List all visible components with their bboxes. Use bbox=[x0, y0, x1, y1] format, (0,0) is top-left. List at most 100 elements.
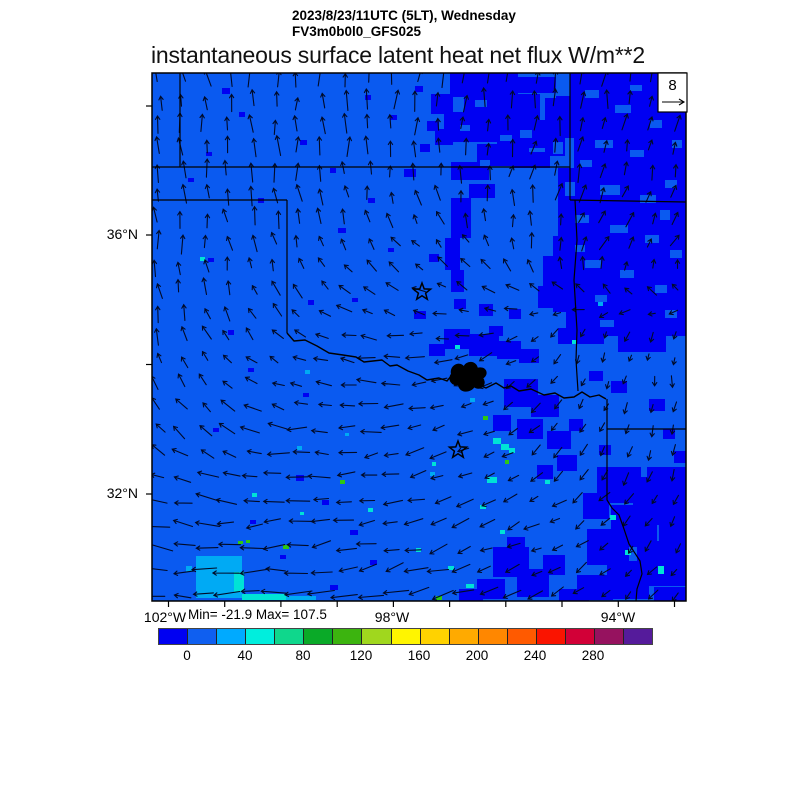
wind-arrow bbox=[558, 212, 564, 226]
wind-arrow bbox=[530, 336, 539, 342]
wind-arrow bbox=[671, 401, 678, 413]
colorbar-cell bbox=[275, 629, 305, 644]
colorbar-tick-label: 160 bbox=[407, 648, 431, 663]
wind-arrow bbox=[480, 258, 491, 270]
wind-arrow bbox=[527, 590, 544, 600]
wind-arrow bbox=[336, 471, 356, 478]
flux-light-patch bbox=[345, 433, 349, 436]
wind-arrow bbox=[602, 283, 611, 294]
wind-arrow bbox=[523, 523, 540, 531]
wind-arrow bbox=[553, 354, 562, 365]
wind-arrow bbox=[203, 259, 210, 273]
wind-arrow bbox=[463, 137, 469, 156]
wind-arrow bbox=[671, 211, 679, 226]
wind-arrow bbox=[204, 139, 210, 154]
wind-arrow bbox=[502, 493, 518, 503]
wind-arrow bbox=[650, 258, 657, 269]
flux-negative-patch bbox=[239, 112, 245, 117]
wind-arrow bbox=[438, 162, 444, 176]
colorbar-tick-label: 120 bbox=[349, 648, 373, 663]
wind-arrow bbox=[387, 140, 394, 158]
flux-negative-patch bbox=[404, 169, 416, 177]
wind-arrow bbox=[623, 331, 631, 343]
wind-arrow bbox=[505, 73, 509, 82]
flux-cyan-patch bbox=[466, 584, 474, 588]
flux-light-patch bbox=[598, 302, 603, 306]
wind-arrow bbox=[358, 498, 376, 504]
flux-negative-patch bbox=[370, 560, 377, 565]
wind-arrow bbox=[530, 402, 541, 414]
wind-arrow bbox=[224, 135, 231, 154]
wind-arrow bbox=[429, 451, 447, 460]
wind-arrow bbox=[338, 424, 356, 431]
colorbar-tick-label: 280 bbox=[581, 648, 605, 663]
wind-arrow bbox=[408, 586, 430, 596]
flux-cyan-patch bbox=[234, 572, 244, 592]
flux-negative-patch bbox=[330, 585, 338, 590]
flux-negative-patch bbox=[280, 555, 286, 559]
wind-arrow bbox=[262, 498, 285, 505]
wind-arrow bbox=[509, 138, 516, 158]
wind-arrow bbox=[275, 210, 282, 230]
wind-arrow bbox=[433, 184, 441, 201]
wind-arrow bbox=[321, 280, 329, 290]
wind-arrow bbox=[201, 350, 209, 361]
wind-arrow bbox=[307, 473, 331, 479]
wind-arrow bbox=[530, 140, 538, 155]
wind-arrow bbox=[289, 381, 303, 387]
wind-arrow bbox=[503, 401, 513, 411]
wind-arrow bbox=[293, 329, 307, 338]
flux-negative-patch bbox=[300, 140, 307, 145]
wind-arrow bbox=[155, 423, 166, 433]
wind-arrow bbox=[152, 568, 168, 572]
wind-arrow bbox=[295, 162, 301, 181]
flux-negative-patch bbox=[322, 500, 329, 505]
wind-arrow bbox=[531, 570, 543, 577]
state-border bbox=[573, 199, 579, 392]
wind-arrow bbox=[248, 162, 254, 183]
flux-negative-patch bbox=[517, 419, 543, 439]
flux-negative-patch bbox=[296, 475, 304, 481]
flux-base-mottle bbox=[630, 150, 644, 157]
wind-arrow bbox=[366, 259, 377, 272]
wind-arrow bbox=[510, 213, 516, 228]
wind-arrow bbox=[509, 188, 516, 206]
wind-arrow bbox=[286, 542, 309, 548]
wind-arrow bbox=[383, 452, 399, 458]
wind-arrow bbox=[484, 472, 495, 480]
wind-arrow bbox=[297, 257, 305, 269]
flux-negative-patch bbox=[350, 530, 358, 535]
wind-arrow bbox=[383, 547, 400, 554]
flux-negative-patch bbox=[654, 587, 686, 601]
wind-arrow bbox=[599, 446, 606, 457]
wind-arrow bbox=[204, 307, 211, 320]
wind-arrow bbox=[152, 397, 160, 410]
wind-arrow bbox=[263, 518, 281, 524]
wind-arrow bbox=[286, 426, 308, 433]
wind-arrow bbox=[403, 567, 429, 574]
wind-arrow bbox=[550, 375, 558, 385]
wind-arrow bbox=[270, 231, 278, 245]
wind-arrow bbox=[180, 356, 189, 369]
wind-arrow bbox=[272, 302, 283, 317]
flux-negative-patch bbox=[583, 493, 609, 519]
flux-cyan-patch bbox=[368, 508, 373, 512]
wind-arrow bbox=[528, 425, 541, 434]
wind-arrow bbox=[506, 542, 521, 549]
wind-arrow bbox=[644, 517, 653, 527]
wind-arrow bbox=[178, 93, 184, 107]
wind-arrow bbox=[156, 352, 163, 364]
wind-arrow bbox=[603, 139, 609, 153]
flux-negative-patch bbox=[543, 555, 565, 575]
wind-arrow bbox=[575, 520, 585, 530]
wind-arrow bbox=[434, 496, 452, 505]
flux-negative-patch bbox=[559, 589, 589, 601]
flux-cyan-patch bbox=[493, 438, 501, 444]
wind-arrow bbox=[485, 118, 492, 132]
flux-green-speck bbox=[436, 596, 442, 600]
flux-base-mottle bbox=[665, 180, 677, 188]
flux-negative-patch bbox=[222, 88, 230, 94]
wind-arrow bbox=[622, 402, 628, 415]
state-border bbox=[606, 429, 643, 601]
flux-green-speck bbox=[340, 480, 345, 484]
